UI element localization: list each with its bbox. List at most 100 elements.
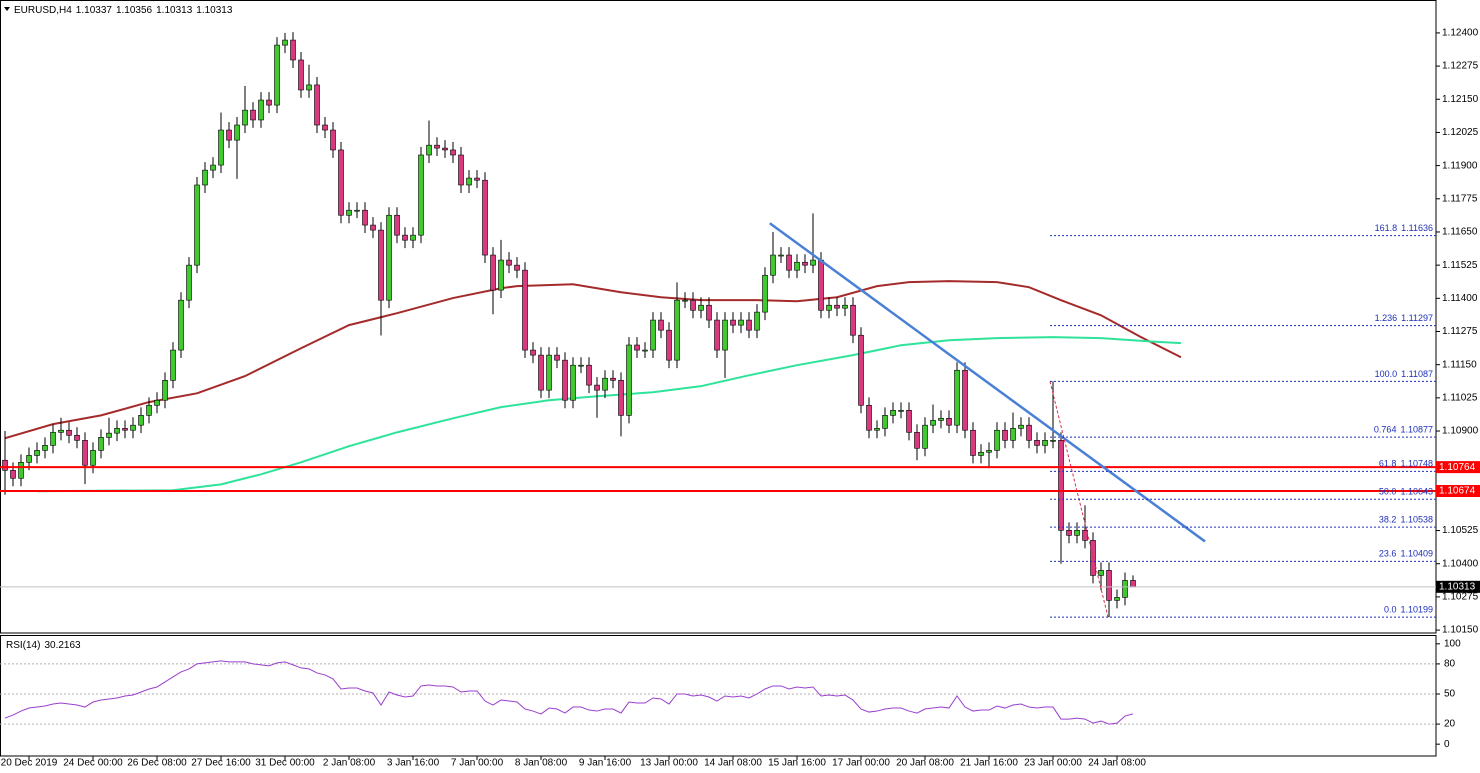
candle-body xyxy=(506,259,512,266)
candle-body xyxy=(770,254,776,276)
y-tick-label: 1.11525 xyxy=(1442,260,1478,271)
candle-body xyxy=(1042,440,1048,446)
rsi-line xyxy=(4,660,1134,725)
candle-body xyxy=(306,84,312,91)
candle-body xyxy=(858,334,864,406)
candle-body xyxy=(578,364,584,367)
candle-body xyxy=(1130,580,1136,588)
candle-body xyxy=(106,432,112,438)
candle-body xyxy=(442,147,448,151)
candle-body xyxy=(1002,429,1008,441)
candle-body xyxy=(114,428,120,434)
candle-body xyxy=(642,349,648,352)
candle-body xyxy=(922,424,928,449)
y-tick-label: 0 xyxy=(1444,739,1450,750)
rsi-header: RSI(14) 30.2163 xyxy=(6,640,81,651)
candle-body xyxy=(122,428,128,431)
candle-body xyxy=(938,417,944,421)
y-tick-label: 1.12275 xyxy=(1442,61,1479,72)
candle-body xyxy=(338,149,344,216)
candle-body xyxy=(562,359,568,401)
fib-level-label: 38.2 xyxy=(1379,514,1397,524)
candle-body xyxy=(746,319,752,331)
x-tick-label: 24 Jan 08:00 xyxy=(1088,758,1146,769)
rsi-value: 30.2163 xyxy=(44,640,81,651)
candle-body xyxy=(202,169,208,186)
candle-body xyxy=(210,164,216,171)
candle-body xyxy=(1098,570,1104,576)
candle-body xyxy=(1026,424,1032,441)
candle-body xyxy=(234,124,240,141)
x-tick-label: 17 Jan 00:00 xyxy=(832,758,890,769)
fib-value: 1.11297 xyxy=(1401,313,1433,323)
menu-arrow xyxy=(4,7,10,11)
candle-body xyxy=(2,459,8,471)
candle-body xyxy=(490,254,496,291)
candle-body xyxy=(170,349,176,381)
x-tick-label: 27 Dec 16:00 xyxy=(191,758,251,769)
candle-body xyxy=(666,329,672,361)
candle-body xyxy=(434,144,440,149)
candle-body xyxy=(722,319,728,351)
y-tick-label: 80 xyxy=(1444,659,1456,670)
candle-body xyxy=(954,369,960,426)
candle-body xyxy=(586,364,592,386)
main-panel xyxy=(0,0,1437,634)
x-tick-label: 26 Dec 08:00 xyxy=(127,758,187,769)
candle-body xyxy=(482,179,488,256)
x-tick-label: 13 Jan 00:00 xyxy=(640,758,698,769)
candle-body xyxy=(994,429,1000,451)
candle-body xyxy=(10,470,16,479)
symbol: EURUSD,H4 xyxy=(14,5,72,16)
y-tick-label: 50 xyxy=(1444,689,1456,700)
y-tick-label: 1.10150 xyxy=(1442,625,1479,636)
fib-level-label: 61.8 xyxy=(1379,459,1397,469)
y-tick-label: 1.10275 xyxy=(1442,592,1479,603)
candle-body xyxy=(418,154,424,236)
y-tick-label: 1.11650 xyxy=(1442,227,1478,238)
candle-body xyxy=(866,404,872,431)
fib-level-label: 100.0 xyxy=(1375,369,1398,379)
candle-body xyxy=(242,109,248,126)
candle-body xyxy=(314,84,320,126)
fib-level-label: 0.764 xyxy=(1374,425,1397,435)
candle-body xyxy=(634,344,640,351)
candle-body xyxy=(850,304,856,336)
candle-body xyxy=(778,254,784,257)
fib-level-label: 23.6 xyxy=(1379,549,1397,559)
y-tick-label: 1.12025 xyxy=(1442,127,1479,138)
candle-body xyxy=(1114,597,1120,601)
chart-header: EURUSD,H4 1.10337 1.10356 1.10313 1.10313 xyxy=(14,5,233,16)
candle-body xyxy=(882,415,888,429)
y-tick-label: 100 xyxy=(1444,638,1461,649)
fib-value: 1.10643 xyxy=(1400,487,1433,497)
fib-level-label: 161.8 xyxy=(1375,223,1398,233)
candle-body xyxy=(618,380,624,416)
candle-body xyxy=(354,209,360,212)
candle-body xyxy=(930,420,936,426)
candle-body xyxy=(498,259,504,291)
candle-body xyxy=(738,319,744,326)
candle-body xyxy=(754,311,760,331)
candle-body xyxy=(146,404,152,416)
candle-body xyxy=(162,380,168,401)
candle-body xyxy=(1034,440,1040,446)
candle-body xyxy=(1018,424,1024,429)
candle-body xyxy=(706,304,712,321)
candle-body xyxy=(650,319,656,351)
candle-body xyxy=(538,354,544,391)
candle-body xyxy=(274,44,280,106)
candle-body xyxy=(594,384,600,391)
candle-body xyxy=(970,429,976,456)
candle-body xyxy=(826,304,832,311)
x-tick-label: 8 Jan 08:00 xyxy=(515,758,568,769)
candle-body xyxy=(18,462,24,479)
candle-body xyxy=(546,354,552,391)
candle-body xyxy=(818,259,824,311)
candle-body xyxy=(730,319,736,326)
candle-body xyxy=(914,432,920,449)
candle-body xyxy=(1122,580,1128,598)
fib-level-label: 0.0 xyxy=(1384,604,1397,614)
candle-body xyxy=(682,299,688,302)
